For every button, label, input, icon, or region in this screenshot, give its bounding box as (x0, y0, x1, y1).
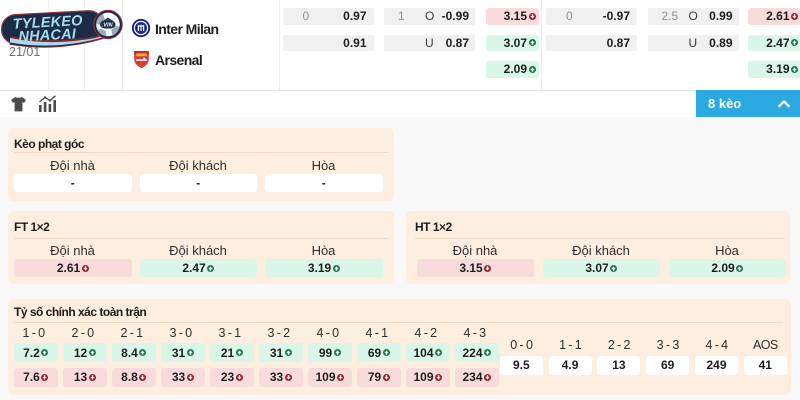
svg-text:TYLEKEO: TYLEKEO (12, 13, 83, 33)
svg-text:.VIN: .VIN (102, 23, 114, 29)
svg-text:NHACAI: NHACAI (18, 26, 77, 45)
